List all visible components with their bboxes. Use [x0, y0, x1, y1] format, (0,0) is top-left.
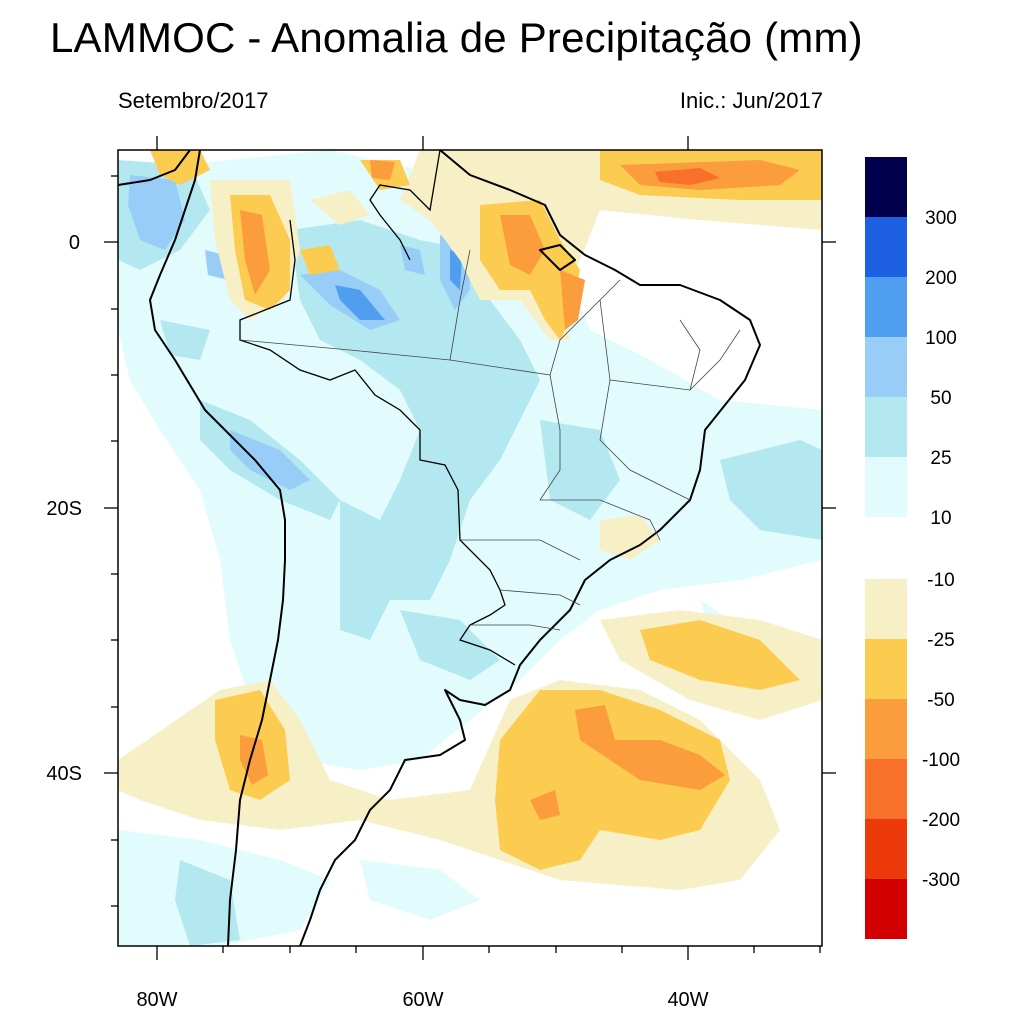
colorbar-label: -10	[927, 570, 954, 591]
coastline	[118, 150, 761, 946]
colorbar-label: -50	[927, 690, 954, 711]
x-tick-label: 80W	[136, 989, 177, 1011]
colorbar-swatch-negative	[865, 879, 907, 939]
colorbar-label: 50	[930, 388, 951, 409]
colorbar-label: -25	[927, 630, 954, 651]
anomaly-field	[118, 150, 822, 946]
colorbar-label: 10	[930, 508, 951, 529]
colorbar-swatch-positive	[865, 217, 907, 277]
tick-marks	[104, 136, 836, 960]
x-tick-label: 60W	[402, 989, 443, 1011]
colorbar-swatch-negative	[865, 759, 907, 819]
colorbar-label: 25	[930, 448, 951, 469]
y-tick-label: 40S	[46, 763, 82, 785]
colorbar-label: -200	[922, 810, 960, 831]
colorbar-label: 300	[925, 208, 957, 229]
y-tick-label: 20S	[46, 498, 82, 520]
plot-frame	[117, 149, 823, 947]
map-title: LAMMOC - Anomalia de Precipitação (mm)	[50, 14, 863, 61]
y-tick-label: 0	[69, 232, 80, 254]
state-borders	[239, 249, 741, 631]
initialization-date: Inic.: Jun/2017	[679, 88, 823, 113]
colorbar-label: -100	[922, 750, 960, 771]
colorbar-swatch-negative	[865, 699, 907, 759]
colorbar-swatch-negative	[865, 639, 907, 699]
colorbar-swatch-negative	[865, 819, 907, 879]
x-tick-label: 40W	[667, 989, 708, 1011]
colorbar-label: -300	[922, 870, 960, 891]
colorbar-swatch-positive	[865, 157, 907, 217]
colorbar-swatch-positive	[865, 337, 907, 397]
colorbar-swatch-positive	[865, 397, 907, 457]
forecast-month: Setembro/2017	[118, 88, 269, 113]
colorbar-swatch-negative	[865, 579, 907, 639]
colorbar-swatch-positive	[865, 457, 907, 517]
colorbar-label: 200	[925, 268, 957, 289]
colorbar: 300 200 100 50 25 10 -10 -25 -50 -100 -200 -300	[865, 157, 960, 939]
colorbar-label: 100	[925, 328, 957, 349]
brazil-border	[239, 150, 516, 666]
colorbar-swatch-positive	[865, 277, 907, 337]
